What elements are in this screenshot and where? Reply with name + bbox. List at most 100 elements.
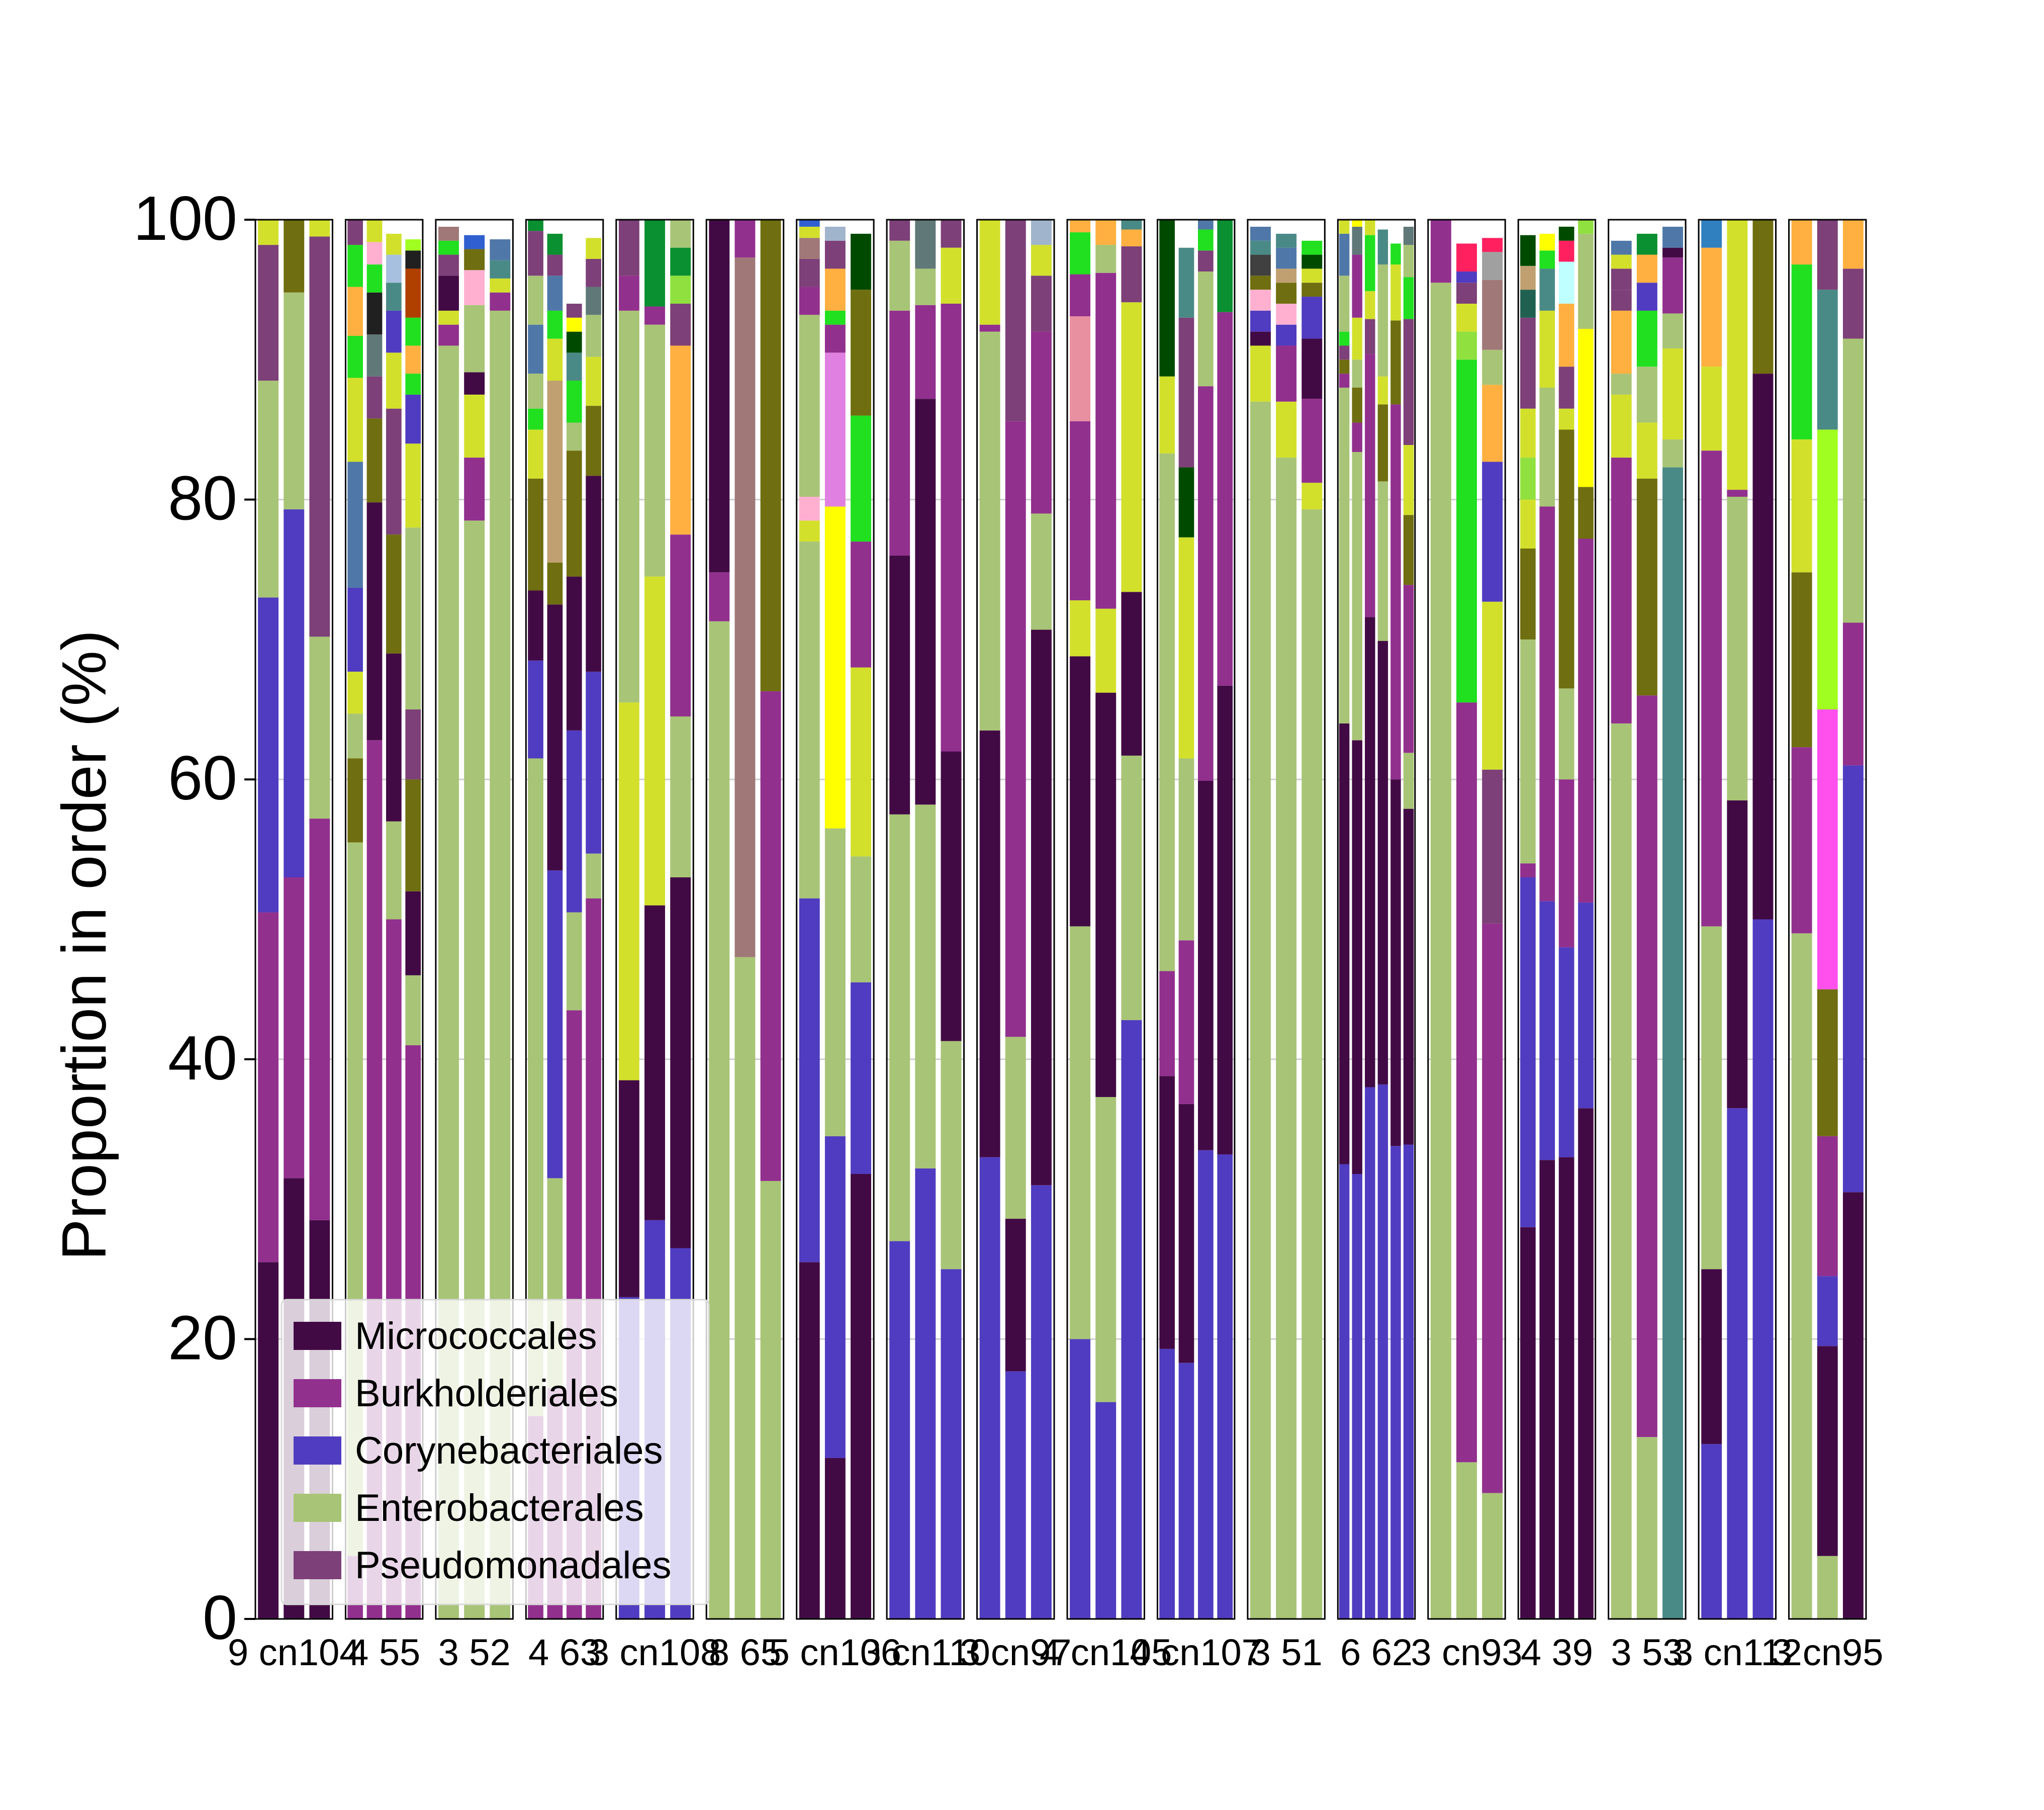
bar-segment-3-3-7 [586, 287, 601, 315]
x-tick-label-15: 3 53 [1611, 1632, 1683, 1673]
bar-segment-5-1-1 [734, 257, 756, 957]
bar-segment-17-2-1 [1842, 765, 1864, 1193]
bar-segment-3-3-5 [586, 356, 601, 406]
panel-frame [976, 219, 1055, 1620]
bar-segment-7-2-2 [941, 751, 962, 1041]
bar-segment-4-2-2 [670, 716, 691, 878]
bar-segment-12-5-2 [1403, 753, 1414, 809]
bar-segment-12-5-6 [1403, 319, 1414, 445]
bar-segment-15-2-6 [1662, 226, 1683, 248]
bar-segment-9-1-6 [1095, 220, 1117, 245]
bar-segment-9-0-4 [1070, 421, 1091, 600]
bar-segment-1-2-4 [386, 408, 402, 535]
bar-segment-17-1-2 [1817, 1276, 1838, 1346]
bar-segment-14-1-5 [1539, 268, 1555, 311]
bar-segment-12-1-1 [1352, 740, 1362, 1174]
bar-segment-3-2-2 [566, 730, 582, 913]
bar-segment-12-1-7 [1352, 254, 1362, 318]
y-tick-label-1: 20 [168, 1303, 237, 1373]
bar-segment-6-0-9 [799, 226, 820, 238]
bar-segment-9-0-8 [1070, 220, 1091, 233]
bar-segment-2-2-3 [490, 260, 511, 279]
bar-segment-17-1-1 [1817, 1346, 1838, 1556]
bar-segment-17-0-2 [1791, 572, 1812, 748]
bar-segment-7-1-5 [915, 220, 936, 269]
legend-label-4: Pseudomonadales [355, 1544, 672, 1587]
bar-segment-0-0-3 [258, 381, 279, 598]
bar-segment-0-0-5 [258, 220, 279, 245]
bar-segment-13-1-0 [1456, 1462, 1477, 1619]
bar-segment-16-1-1 [1727, 800, 1748, 1109]
bar-segment-13-0-0 [1430, 283, 1451, 1619]
bar-segment-11-0-6 [1250, 254, 1271, 276]
bar-segment-3-3-3 [586, 476, 601, 672]
bar-segment-0-2-3 [309, 236, 330, 637]
bar-segment-14-2-9 [1558, 240, 1574, 262]
bar-segment-17-0-4 [1791, 264, 1812, 439]
bar-segment-3-1-5 [547, 381, 563, 563]
bar-segment-17-2-2 [1842, 622, 1864, 766]
bar-segment-1-1-1 [366, 502, 383, 741]
bar-segment-8-0-4 [979, 220, 1000, 325]
bar-segment-1-2-1 [386, 821, 402, 920]
bar-segment-1-0-9 [347, 287, 363, 336]
bar-segment-10-1-6 [1178, 317, 1194, 468]
bar-segment-3-1-9 [547, 254, 563, 276]
bar-segment-1-0-8 [347, 335, 363, 378]
bar-segment-2-0-4 [438, 254, 459, 276]
legend-swatch-3 [294, 1494, 341, 1522]
bar-segment-17-0-0 [1791, 933, 1812, 1619]
bar-segment-4-1-4 [644, 306, 665, 325]
bar-segment-2-1-6 [464, 249, 485, 270]
bar-segment-8-1-1 [1005, 1219, 1026, 1372]
bar-segment-12-0-5 [1339, 345, 1350, 360]
panel-frame [615, 219, 694, 1620]
bar-segment-5-0-0 [709, 621, 730, 1619]
bar-segment-14-1-8 [1539, 220, 1555, 234]
bar-segment-12-5-10 [1403, 220, 1414, 227]
bar-segment-1-1-7 [366, 242, 383, 265]
bar-segment-1-3-14 [405, 226, 421, 239]
bar-segment-12-4-0 [1390, 1146, 1401, 1619]
bar-segment-3-0-3 [528, 590, 543, 661]
bar-segment-6-2-6 [851, 290, 871, 416]
bar-segment-0-1-3 [284, 292, 305, 510]
bar-segment-15-0-6 [1611, 268, 1632, 290]
bar-segment-3-0-7 [528, 374, 543, 409]
bar-segment-5-0-2 [709, 220, 730, 573]
bar-segment-3-1-8 [547, 276, 563, 311]
panel-14 [1517, 219, 1597, 1620]
bar-segment-7-0-4 [889, 240, 910, 311]
bar-segment-14-0-0 [1520, 1227, 1536, 1619]
bar-segment-3-2-9 [566, 317, 582, 332]
bar-segment-12-1-9 [1352, 220, 1362, 227]
bar-segment-3-2-11 [566, 297, 582, 304]
bar-segment-0-0-2 [258, 597, 279, 913]
bar-segment-1-2-7 [386, 283, 402, 311]
bar-segment-6-2-0 [851, 1174, 871, 1619]
bar-segment-9-2-6 [1121, 220, 1142, 230]
bar-segment-12-0-9 [1339, 220, 1350, 234]
bar-segment-3-2-4 [566, 450, 582, 577]
bar-segment-13-1-5 [1456, 283, 1477, 304]
bar-segment-15-1-3 [1636, 422, 1657, 479]
x-tick-label-4: 3 cn108 [589, 1632, 721, 1673]
legend-label-2: Corynebacteriales [355, 1429, 663, 1472]
bar-segment-1-3-1 [405, 975, 421, 1045]
bar-segment-6-0-7 [799, 258, 820, 287]
x-tick-label-14: 4 39 [1521, 1632, 1593, 1673]
bar-segment-17-1-5 [1817, 709, 1838, 989]
bar-segment-13-2-10 [1482, 220, 1503, 238]
bar-segment-0-0-4 [258, 245, 279, 381]
bar-segment-14-3-2 [1578, 538, 1594, 903]
bar-segment-7-2-4 [941, 247, 962, 304]
bar-segment-10-2-0 [1198, 1150, 1214, 1619]
bar-segment-0-1-4 [284, 220, 305, 293]
bar-segment-12-3-4 [1377, 376, 1388, 405]
bar-segment-8-1-0 [1005, 1371, 1026, 1619]
bar-segment-9-2-4 [1121, 246, 1142, 303]
bar-segment-0-0-1 [258, 912, 279, 1262]
bar-segment-15-0-9 [1611, 220, 1632, 241]
